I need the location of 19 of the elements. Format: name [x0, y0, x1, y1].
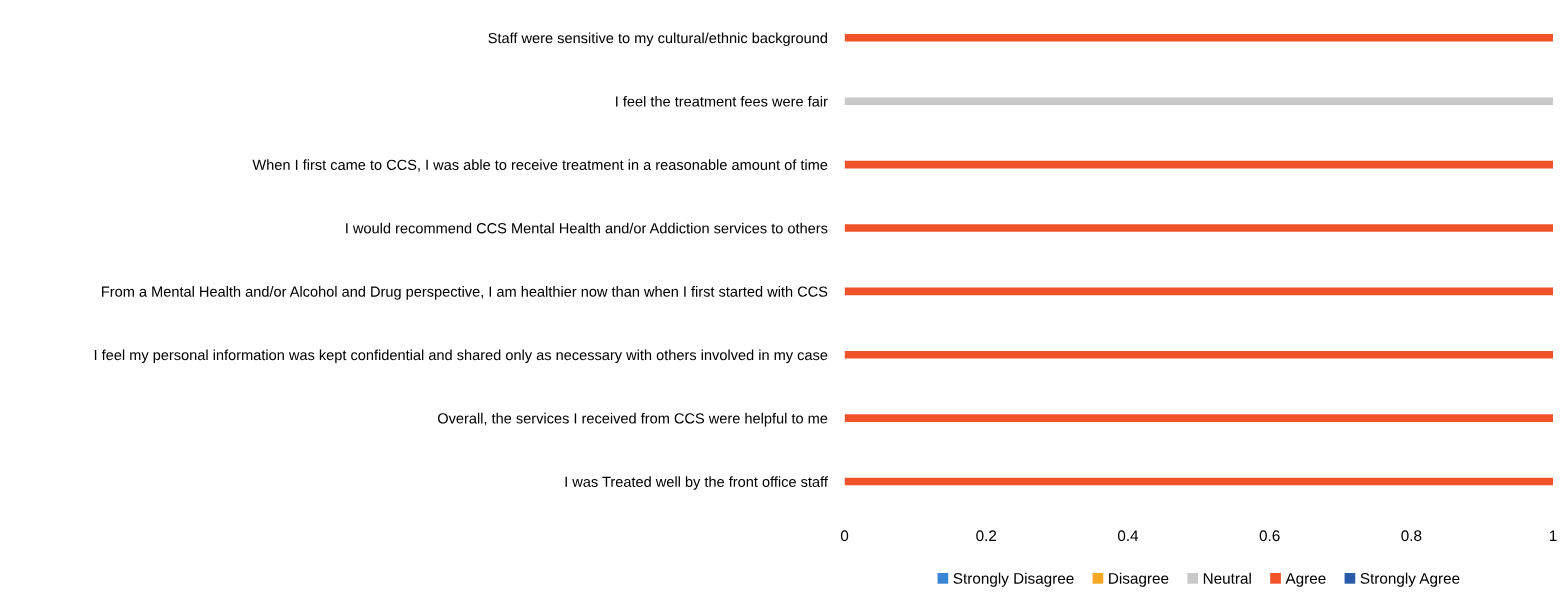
y-tick-label: From a Mental Health and/or Alcohol and Drug perspective, I am healthier now than when I first started with CCS: [102, 286, 828, 300]
legend-label: Disagree: [1109, 572, 1169, 587]
y-tick-label: I feel my personal information was kept confidential and shared only as necessary with others involved in my case: [94, 349, 828, 364]
legend-label: Agree: [1285, 573, 1326, 587]
x-tick-label: 0.2: [976, 530, 997, 542]
y-tick-label: I would recommend CCS Mental Health and/or Addiction services to others: [346, 222, 828, 234]
legend-label: Strongly Agree: [1360, 572, 1460, 587]
x-tick-label: 0.6: [1259, 530, 1280, 542]
y-tick-label: Staff were sensitive to my cultural/ethnic background: [488, 32, 827, 47]
legend-label: Neutral: [1203, 572, 1251, 584]
y-tick-label: I was Treated well by the front office staff: [565, 476, 828, 490]
y-tick-label: When I first came to CCS, I was able to receive treatment in a reasonable amount of time: [252, 159, 828, 172]
y-tick-label: Overall, the services I received from CCS were helpful to me: [437, 412, 828, 427]
y-tick-label: I feel the treatment fees were fair: [616, 95, 828, 107]
x-tick-label: 0: [840, 530, 849, 542]
x-tick-label: 0.4: [1117, 530, 1139, 542]
x-tick-label: 0.8: [1401, 530, 1422, 542]
x-tick-label: 1: [1549, 530, 1557, 541]
legend-label: Strongly Disagree: [953, 572, 1074, 587]
